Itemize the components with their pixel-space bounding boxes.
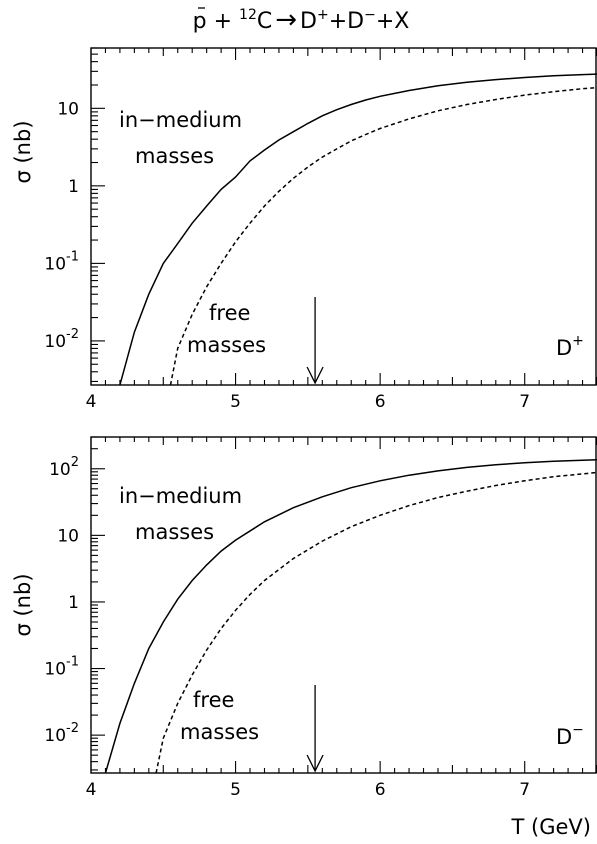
title-d2-superscript: − [364, 7, 376, 23]
x-tick-label: 5 [230, 392, 241, 412]
y-tick-label: 10-2 [44, 721, 79, 746]
threshold-arrow-head [306, 754, 324, 773]
y-tick-label: 10-1 [44, 249, 79, 274]
free-masses-curve [155, 471, 597, 774]
title-d2: D [347, 9, 364, 34]
label-free-bottom: free [193, 688, 234, 712]
y-tick-label: 10 [57, 526, 79, 546]
y-tick-label: 1 [68, 593, 79, 613]
panel-label-d-minus: D− [556, 722, 584, 749]
y-tick-label: 10-1 [44, 655, 79, 680]
x-tick-label: 7 [519, 780, 530, 800]
title-pbar: p [193, 9, 207, 34]
title-rest: +X [376, 9, 410, 34]
y-tick-label: 10 [57, 99, 79, 119]
x-tick-label: 4 [86, 780, 97, 800]
title-plus-2: + [329, 9, 347, 34]
plot-frame [90, 47, 597, 386]
y-axis-title-bottom: σ (nb) [11, 573, 35, 636]
x-tick-label: 6 [375, 392, 386, 412]
label-free-top: free [209, 301, 250, 325]
plot-area-bottom: 4 5 6 7 10-2 10-1 1 10 102 [44, 436, 597, 800]
title-d1: D [300, 9, 317, 34]
title-c-superscript: 12 [239, 7, 257, 23]
label-in-medium-top: in−medium [119, 108, 242, 132]
threshold-arrow-head [306, 366, 324, 385]
x-axis-title: T (GeV) [511, 815, 591, 839]
title-d1-superscript: + [317, 7, 329, 23]
label-in-medium-bottom: in−medium [119, 484, 242, 508]
x-tick-label: 4 [86, 392, 97, 412]
x-tick-label: 6 [375, 780, 386, 800]
y-tick-label: 10-2 [44, 327, 79, 352]
title-plus-1: + [207, 9, 239, 34]
y-axis-title-top: σ (nb) [11, 120, 35, 183]
in-medium-masses-curve [119, 73, 597, 386]
panel-label-d-plus: D+ [556, 333, 584, 360]
y-tick-label: 1 [68, 177, 79, 197]
y-tick-label: 102 [49, 455, 79, 480]
label-masses-dashed-top: masses [187, 333, 266, 357]
label-masses-solid-bottom: masses [135, 520, 214, 544]
free-masses-curve [169, 86, 597, 386]
x-tick-label: 5 [230, 780, 241, 800]
plot-area-top: 4 5 6 7 10-2 10-1 1 10 [44, 47, 597, 412]
in-medium-masses-curve [104, 458, 597, 774]
x-tick-label: 7 [519, 392, 530, 412]
figure-title: p + 12C → D++D−+X [193, 5, 410, 35]
title-carbon: C [257, 9, 272, 34]
title-arrow: → [275, 5, 297, 35]
panel-d-minus: σ (nb) 4 5 6 7 10-2 10-1 1 10 102 in−medium mass… [11, 436, 597, 839]
label-masses-dashed-bottom: masses [180, 720, 259, 744]
label-masses-solid-top: masses [135, 144, 214, 168]
